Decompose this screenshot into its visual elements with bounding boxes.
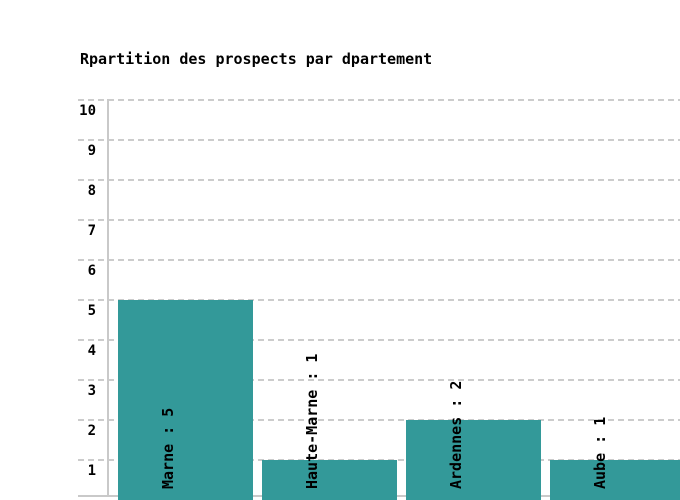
y-tick-label-7: 7 [87, 223, 96, 239]
chart-title: Rpartition des prospects par dpartement [80, 50, 433, 68]
bar-label-aube: Aube : 1 [590, 416, 609, 489]
bar-aube [550, 460, 680, 500]
y-tick-label-6: 6 [87, 263, 96, 279]
bar-label-ardennes: Ardennes : 2 [446, 380, 465, 489]
gridline-3 [78, 379, 680, 381]
y-tick-label-8: 8 [87, 183, 96, 199]
y-tick-label-1: 1 [87, 463, 96, 479]
gridline-6 [78, 259, 680, 261]
gridline-5 [78, 299, 680, 301]
gridline-10 [78, 99, 680, 101]
gridline-4 [78, 339, 680, 341]
y-axis-line [107, 99, 109, 497]
gridline-2 [78, 419, 680, 421]
y-tick-label-2: 2 [87, 423, 96, 439]
bar-marne [118, 300, 253, 500]
bar-haute-marne [262, 460, 397, 500]
y-tick-label-4: 4 [87, 343, 96, 359]
gridline-7 [78, 219, 680, 221]
y-tick-label-3: 3 [87, 383, 96, 399]
bar-label-haute-marne: Haute-Marne : 1 [302, 353, 321, 489]
gridline-9 [78, 139, 680, 141]
bar-ardennes [406, 420, 541, 500]
gridline-8 [78, 179, 680, 181]
bar-label-marne: Marne : 5 [158, 407, 177, 489]
y-tick-label-5: 5 [87, 303, 96, 319]
y-tick-label-9: 9 [87, 143, 96, 159]
y-tick-label-10: 10 [79, 103, 96, 119]
